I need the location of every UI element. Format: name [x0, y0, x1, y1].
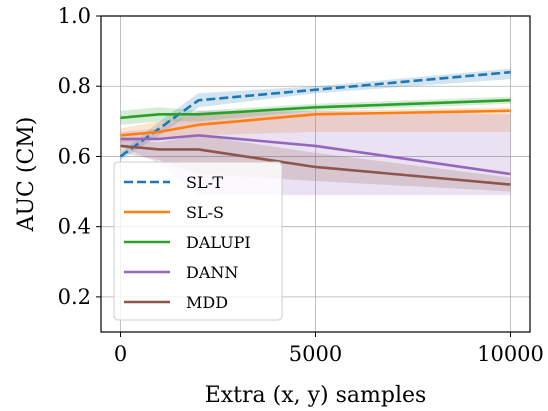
line-dann [120, 134, 511, 176]
axis-ticks: 0.2 0.4 0.6 0.8 1.0 0 5000 10000 [58, 4, 544, 366]
line-dalupi [120, 98, 511, 120]
line-sl-s [120, 109, 511, 137]
y-tick-label: 0.4 [58, 215, 91, 239]
band-mdd [120, 135, 511, 192]
x-tick-label: 5000 [289, 342, 342, 366]
y-tick-label: 1.0 [58, 4, 91, 28]
x-tick-label: 0 [114, 342, 127, 366]
legend-box [113, 161, 283, 321]
legend-label-mdd: MDD [186, 293, 228, 312]
y-axis-label: AUC (CM) [14, 117, 39, 233]
series-lines [119, 70, 511, 186]
legend-label-dann: DANN [186, 263, 238, 282]
y-tick-label: 0.6 [58, 144, 91, 168]
line-mdd [120, 144, 511, 186]
legend-label-sl-t: SL-T [186, 173, 223, 192]
y-tick-label: 0.2 [58, 285, 91, 309]
legend: SL-T SL-S DALUPI DANN MDD [113, 161, 283, 321]
x-axis-label: Extra (x, y) samples [205, 383, 427, 408]
band-sl-s [120, 107, 511, 143]
x-tick-label: 10000 [477, 342, 544, 366]
legend-label-sl-s: SL-S [186, 203, 224, 222]
band-sl-t [120, 68, 511, 160]
y-tick-label: 0.8 [58, 74, 91, 98]
legend-label-dalupi: DALUPI [186, 233, 251, 252]
